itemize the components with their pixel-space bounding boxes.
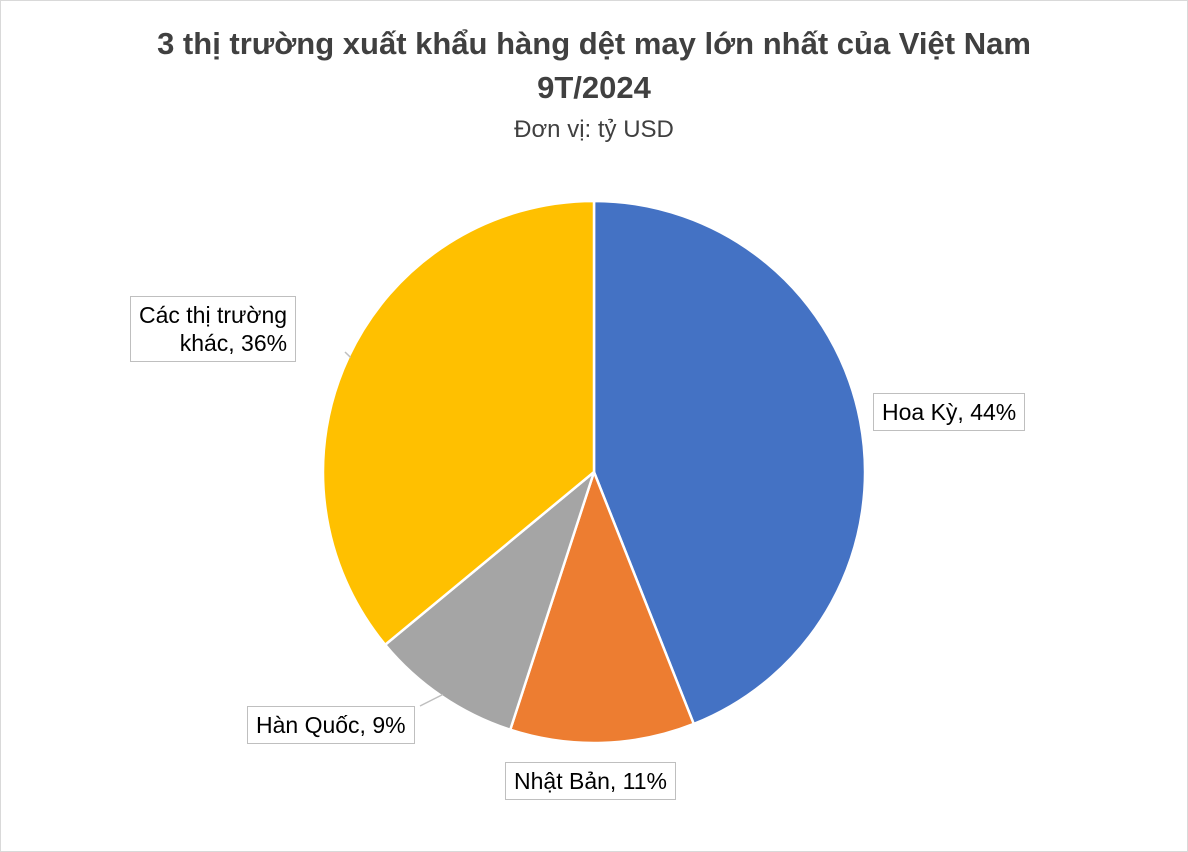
leader-line-3: [344, 351, 352, 359]
pie-slice-1: [509, 470, 696, 745]
chart-title-line1: 3 thị trường xuất khẩu hàng dệt may lớn …: [157, 26, 1031, 61]
pie-slice-0: [592, 199, 867, 726]
data-label-cac-thi-truong-khac: Các thị trường khác, 36%: [130, 296, 297, 362]
chart-title: 3 thị trường xuất khẩu hàng dệt may lớn …: [0, 22, 1188, 110]
data-label-hoa-ky: Hoa Kỳ, 44%: [873, 393, 1026, 431]
pie-slice-2: [383, 470, 596, 731]
chart-subtitle: Đơn vị: tỷ USD: [514, 116, 674, 143]
data-label-han-quoc: Hàn Quốc, 9%: [247, 706, 415, 744]
leader-line-2: [419, 693, 444, 707]
chart-title-line2: 9T/2024: [537, 70, 651, 105]
data-label-nhat-ban: Nhật Bản, 11%: [505, 762, 677, 800]
